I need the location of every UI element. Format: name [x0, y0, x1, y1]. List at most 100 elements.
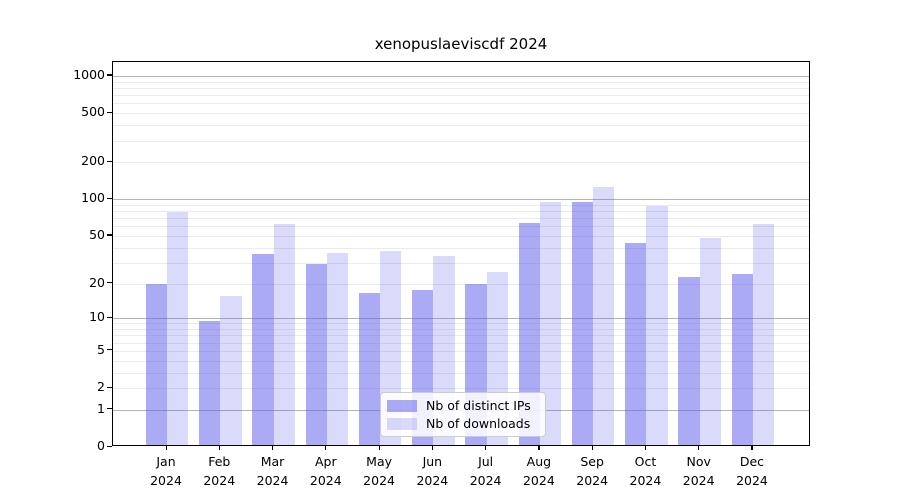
legend-label-downloads: Nb of downloads	[426, 416, 531, 431]
x-tick	[218, 446, 220, 450]
y-tick-label: 1	[97, 400, 105, 416]
gridline-minor	[113, 262, 809, 264]
gridline-minor	[113, 204, 809, 206]
bar-nb-of-distinct-ips	[625, 243, 647, 445]
y-tick	[107, 349, 112, 351]
x-tick-label-year: 2024	[203, 473, 236, 488]
bar-nb-of-downloads	[752, 224, 775, 445]
y-tick	[107, 234, 112, 236]
x-tick-label-year: 2024	[736, 473, 768, 488]
x-tick-label-month: Feb	[208, 454, 231, 469]
y-tick-label: 2	[97, 379, 105, 394]
x-tick	[644, 446, 647, 450]
gridline-minor	[113, 226, 809, 228]
x-tick-label-month: Apr	[314, 454, 337, 469]
y-tick	[107, 160, 112, 162]
gridline-minor	[113, 81, 809, 83]
gridline-minor	[113, 342, 809, 344]
bar-nb-of-distinct-ips	[252, 254, 274, 445]
y-tick-label: 500	[81, 104, 105, 120]
gridline-minor	[113, 323, 809, 325]
x-tick-label-month: Jan	[156, 454, 176, 469]
bar-nb-of-downloads	[646, 206, 668, 445]
legend-item-downloads: Nb of downloads	[387, 416, 537, 431]
x-tick-label-year: 2024	[682, 473, 715, 488]
x-tick-label-year: 2024	[150, 473, 182, 488]
gridline-minor	[113, 162, 809, 164]
x-tick-label: Apr 2024	[291, 452, 361, 490]
x-tick-label: Jul 2024	[451, 452, 521, 490]
x-tick	[698, 446, 700, 450]
gridline-minor	[113, 87, 809, 89]
gridline-minor	[113, 388, 809, 389]
x-tick	[165, 446, 167, 450]
x-tick-label-month: Sep	[580, 454, 604, 469]
gridline-minor	[113, 211, 809, 213]
gridline-major	[113, 318, 809, 320]
plot-area	[112, 61, 810, 446]
x-tick	[751, 446, 753, 450]
x-tick-label-month: Jul	[478, 454, 494, 469]
bar-nb-of-distinct-ips	[731, 274, 753, 445]
gridline-minor	[113, 372, 809, 374]
x-tick-label: Feb 2024	[184, 452, 254, 490]
y-tick-label: 20	[89, 274, 105, 290]
gridline-minor	[113, 235, 809, 237]
y-tick-label: 200	[81, 153, 105, 169]
x-tick-label-month: Oct	[634, 454, 657, 469]
x-tick	[378, 446, 380, 450]
x-tick-label-month: Mar	[260, 454, 285, 469]
gridline-minor	[113, 125, 809, 127]
y-tick	[107, 282, 112, 284]
y-tick-label: 5	[97, 341, 105, 357]
bar-nb-of-downloads	[326, 252, 349, 445]
x-tick	[485, 446, 487, 450]
y-tick-label: 50	[89, 226, 105, 242]
y-tick-label: 1000	[73, 66, 105, 82]
x-tick-label: Sep 2024	[557, 452, 627, 490]
x-tick	[591, 446, 593, 450]
bar-nb-of-distinct-ips	[571, 202, 594, 445]
y-tick	[107, 408, 112, 410]
x-tick-label: May 2024	[344, 452, 414, 490]
gridline-minor	[113, 335, 809, 337]
x-tick-label: Jun 2024	[397, 452, 467, 490]
bar-nb-of-downloads	[220, 296, 242, 445]
bar-nb-of-distinct-ips	[678, 276, 700, 445]
x-tick-label: Jan 2024	[131, 452, 201, 490]
x-tick-label-month: Aug	[526, 454, 552, 469]
x-tick-label-month: Jun	[422, 454, 443, 469]
y-tick	[107, 445, 112, 447]
x-tick-label-year: 2024	[416, 473, 449, 488]
x-tick-label: Dec 2024	[717, 452, 787, 490]
y-tick	[107, 386, 112, 388]
gridline-minor	[113, 103, 809, 105]
legend: Nb of distinct IPs Nb of downloads	[380, 392, 546, 437]
y-tick	[107, 74, 112, 76]
y-tick	[107, 316, 112, 318]
bar-nb-of-downloads	[593, 186, 615, 445]
x-tick	[272, 446, 274, 450]
bar-nb-of-distinct-ips	[198, 321, 221, 445]
legend-swatch-distinct-ips-icon	[387, 399, 417, 412]
gridline-minor	[113, 113, 809, 115]
bar-nb-of-distinct-ips	[305, 264, 327, 445]
gridline-minor	[113, 140, 809, 142]
x-tick-label-year: 2024	[522, 473, 555, 488]
gridline-minor	[113, 95, 809, 97]
x-tick-label-month: May	[366, 454, 392, 469]
bar-nb-of-downloads	[273, 224, 295, 445]
y-tick-label: 0	[97, 438, 105, 453]
y-tick	[107, 111, 112, 113]
gridline-minor	[113, 218, 809, 220]
x-tick-label: Oct 2024	[610, 452, 680, 490]
x-tick-label-month: Dec	[739, 454, 765, 469]
bar-nb-of-distinct-ips	[518, 223, 540, 445]
x-tick-label-year: 2024	[256, 473, 289, 488]
gridline-major	[113, 199, 809, 201]
bar-nb-of-downloads	[699, 238, 721, 445]
bar-nb-of-downloads	[539, 202, 562, 445]
gridline-minor	[113, 350, 809, 352]
bar-nb-of-distinct-ips	[145, 284, 167, 445]
